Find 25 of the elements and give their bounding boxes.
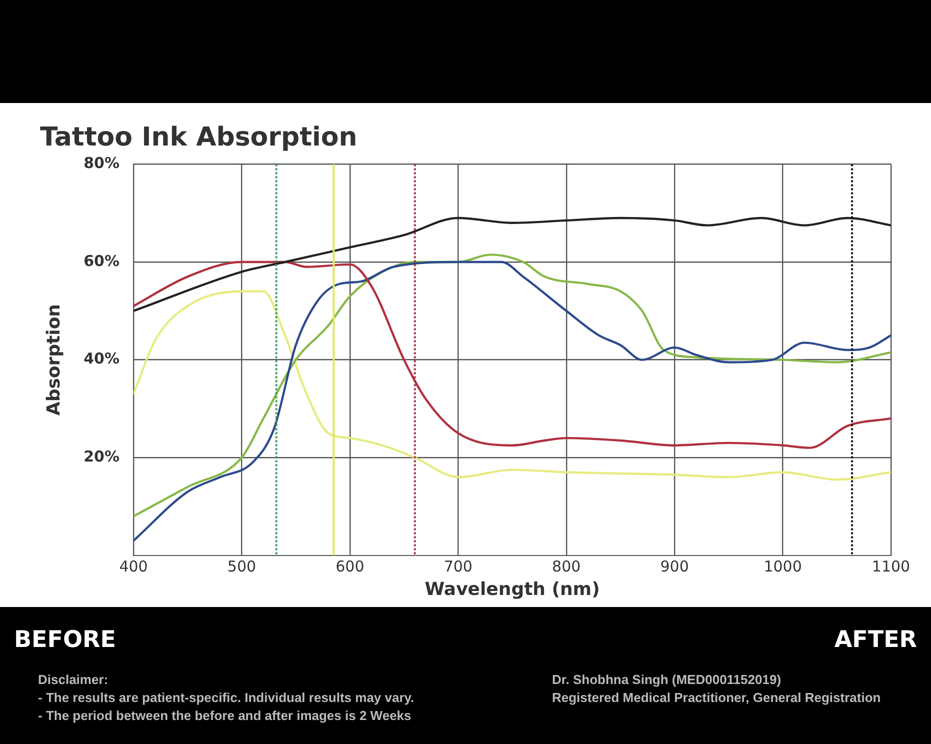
x-tick-label: 1000 <box>764 557 802 576</box>
line-series <box>134 290 891 481</box>
text: Disclaimer: <box>38 672 108 687</box>
y-tick-label: 60% <box>84 252 120 270</box>
x-tick-label: 900 <box>660 557 689 576</box>
y-tick-label: 20% <box>84 447 120 466</box>
line-series <box>134 216 891 312</box>
text: - The period between the before and after images is 2 Weeks <box>38 708 412 723</box>
x-axis-title: Wavelength (nm) <box>424 578 600 600</box>
y-tick-label: 80% <box>84 154 120 172</box>
y-tick-label: 40% <box>84 350 120 368</box>
text: - The results are patient-specific. Individual results may vary. <box>38 690 414 705</box>
x-tick-label: 800 <box>552 557 581 576</box>
x-tick-label: 500 <box>227 557 256 576</box>
text: AFTER <box>834 627 917 653</box>
chart-title: Tattoo Ink Absorption <box>40 122 358 152</box>
x-tick-label: 600 <box>336 557 364 576</box>
line-series <box>134 260 891 449</box>
y-axis-title: Absorption <box>43 304 64 416</box>
x-tick-label: 1100 <box>872 557 910 576</box>
text: Registered Medical Practitioner, General Registration <box>552 690 881 705</box>
x-tick-label: 700 <box>444 557 472 576</box>
x-tick-label: 400 <box>119 557 148 576</box>
text: Dr. Shobhna Singh (MED0001152019) <box>552 672 782 687</box>
text: BEFORE <box>14 627 116 653</box>
